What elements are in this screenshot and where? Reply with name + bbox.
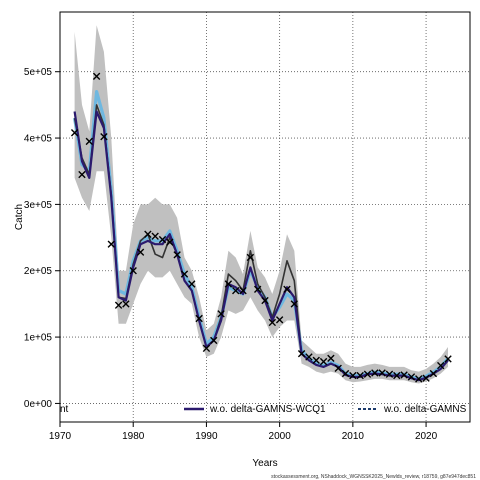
y-tick-label-2: 2e+05 [24,266,53,277]
observation-point-23 [239,286,247,295]
observation-point-34 [319,357,328,366]
observation-point-6 [114,301,123,309]
observation-point-5 [107,240,115,248]
observation-point-43 [385,370,394,378]
y-tick-label-5: 5e+05 [24,67,53,78]
observation-point-39 [356,371,364,380]
observation-point-33 [312,356,320,364]
observation-point-36 [334,364,342,372]
observation-point-32 [305,353,313,361]
x-tick-label-0: 1970 [49,431,72,442]
observation-point-10 [144,230,152,238]
observation-point-1 [78,170,86,179]
x-tick-label-4: 2010 [342,431,365,442]
observation-point-48 [422,374,430,382]
observation-point-49 [429,369,438,378]
observation-point-8 [129,267,137,275]
observation-point-3 [92,72,101,81]
observation-point-16 [188,280,196,288]
observation-point-28 [275,316,284,324]
series-lines [73,89,450,382]
observation-point-18 [202,344,211,353]
observation-point-27 [268,318,277,327]
observation-point-29 [283,285,291,294]
legend-label-1: w.o. delta-GAMNS-WCQ1 [209,404,326,415]
observation-point-24 [246,253,255,262]
observation-point-35 [327,354,335,363]
legend: nt w.o. delta-GAMNS-WCQ1 w.o. delta-GAMN… [60,404,467,415]
y-tick-label-0: 0e+00 [24,399,53,410]
observation-point-7 [122,300,130,308]
y-axis: 0e+00 1e+05 2e+05 3e+05 4e+05 5e+05 [24,67,60,410]
observation-point-14 [173,251,181,259]
observation-point-20 [217,310,225,318]
observation-point-4 [100,133,108,141]
observation-point-25 [253,285,262,294]
observation-point-31 [297,349,306,358]
x-tick-label-2: 1990 [195,431,218,442]
y-tick-label-4: 4e+05 [24,134,53,145]
y-axis-title: Catch [14,204,25,230]
observation-point-44 [393,371,401,380]
observation-point-37 [341,369,350,378]
series-line-0 [73,110,449,382]
observation-point-19 [210,336,218,345]
y-tick-label-1: 1e+05 [24,333,53,344]
observation-point-42 [378,369,386,377]
observation-point-51 [444,355,452,363]
observation-point-9 [136,248,145,256]
observation-point-12 [158,235,167,244]
observation-point-21 [224,280,233,288]
observation-point-11 [151,232,159,240]
x-axis-title: Years [252,458,277,469]
observation-point-26 [261,296,269,305]
observation-point-41 [371,369,379,377]
legend-label-2: w.o. delta-GAMNS [383,404,467,415]
x-axis: 1970 1980 1990 2000 2010 2020 [49,422,438,442]
y-tick-label-3: 3e+05 [24,200,53,211]
observation-point-30 [290,300,298,308]
observation-point-15 [180,270,189,278]
observation-point-45 [400,371,408,379]
observation-point-13 [166,238,174,246]
legend-label-0: nt [60,404,69,415]
grid [59,12,470,422]
series-line-1 [73,89,450,381]
observation-point-22 [232,286,240,295]
observation-points [70,72,452,383]
observation-point-46 [407,373,416,381]
observation-point-47 [415,375,423,383]
x-tick-label-5: 2020 [415,431,438,442]
footer-credit: stockassessment.org, NShaddock_WGNSSK202… [271,474,476,480]
observation-point-17 [195,314,203,323]
x-tick-label-3: 2000 [269,431,292,442]
observation-point-50 [437,361,445,370]
x-tick-label-1: 1980 [122,431,145,442]
confidence-band [74,25,448,384]
plot-frame [59,11,471,423]
observation-point-2 [85,137,93,146]
observation-point-38 [349,371,357,380]
observation-point-0 [70,129,79,137]
observation-point-40 [363,370,372,378]
